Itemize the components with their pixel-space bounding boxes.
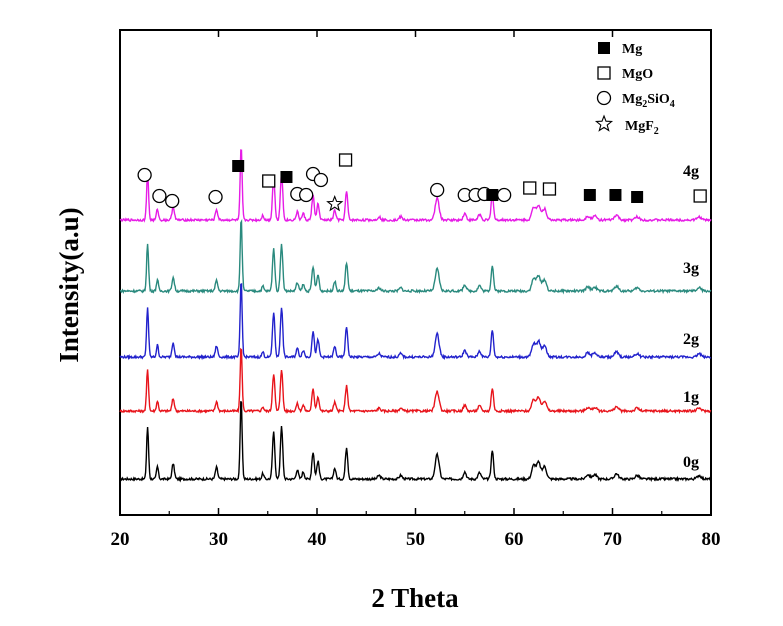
x-tick-label: 30 [209, 529, 228, 550]
phase-marker-layer [137, 153, 707, 212]
x-tick-label: 70 [603, 529, 622, 550]
legend-mg-marker [598, 42, 610, 54]
phase-marker-mg2sio4 [152, 188, 167, 204]
series-line-3g [119, 218, 712, 295]
series-label-2g: 2g [683, 331, 699, 348]
legend-mgf2-marker [594, 114, 614, 132]
x-tick-label: 60 [505, 529, 524, 550]
phase-marker-mg [232, 160, 245, 172]
phase-marker-mg2sio4 [137, 167, 152, 183]
legend-mg2sio4-label: Mg2SiO4 [622, 92, 675, 110]
phase-marker-mg [280, 171, 293, 183]
legend-mg-label: Mg [622, 42, 642, 57]
series-line-0g [120, 400, 712, 483]
phase-marker-mg2sio4 [496, 187, 512, 203]
series-label-4g: 4g [683, 163, 699, 180]
phase-marker-mg [486, 189, 499, 201]
phase-marker-mgf2 [326, 194, 344, 212]
phase-marker-mg [583, 189, 596, 201]
legend-mgo-label: MgO [622, 67, 653, 82]
legend-mgo-marker [597, 66, 611, 80]
phase-marker-mg2sio4 [430, 182, 445, 198]
series-label-3g: 3g [683, 260, 699, 277]
phase-marker-mg2sio4 [208, 189, 223, 205]
series-layer [119, 149, 712, 483]
phase-marker-mg2sio4 [165, 193, 180, 209]
x-tick-label: 50 [406, 529, 425, 550]
series-line-4g [119, 149, 712, 224]
series-line-2g [119, 282, 712, 361]
series-line-1g [119, 347, 712, 415]
x-tick-label: 80 [702, 529, 721, 550]
x-tick-label: 40 [308, 529, 327, 550]
series-label-1g: 1g [683, 389, 699, 406]
x-tick-label: 20 [111, 529, 130, 550]
phase-marker-mgo [523, 181, 537, 195]
phase-marker-mg2sio4 [299, 187, 314, 203]
phase-marker-mgo [542, 182, 557, 196]
phase-marker-mgo [262, 174, 276, 188]
phase-marker-mg2sio4 [313, 172, 329, 188]
x-axis-title: 2 Theta [371, 583, 459, 613]
phase-marker-mgo [338, 153, 353, 167]
phase-marker-mg [609, 189, 622, 201]
series-label-0g: 0g [683, 454, 699, 471]
legend-mg2sio4-marker [596, 90, 612, 106]
series-label-layer: 0g 1g 2g 3g 4g [683, 163, 699, 471]
y-axis-title: Intensity(a.u) [54, 207, 84, 362]
x-axis-ticks: 20 30 40 50 60 70 80 [111, 30, 721, 550]
phase-marker-mgo [693, 189, 707, 203]
legend-mgf2-label: MgF2 [625, 119, 659, 137]
phase-marker-mg [631, 191, 644, 203]
legend: Mg MgO Mg2SiO4 MgF2 [594, 42, 675, 137]
